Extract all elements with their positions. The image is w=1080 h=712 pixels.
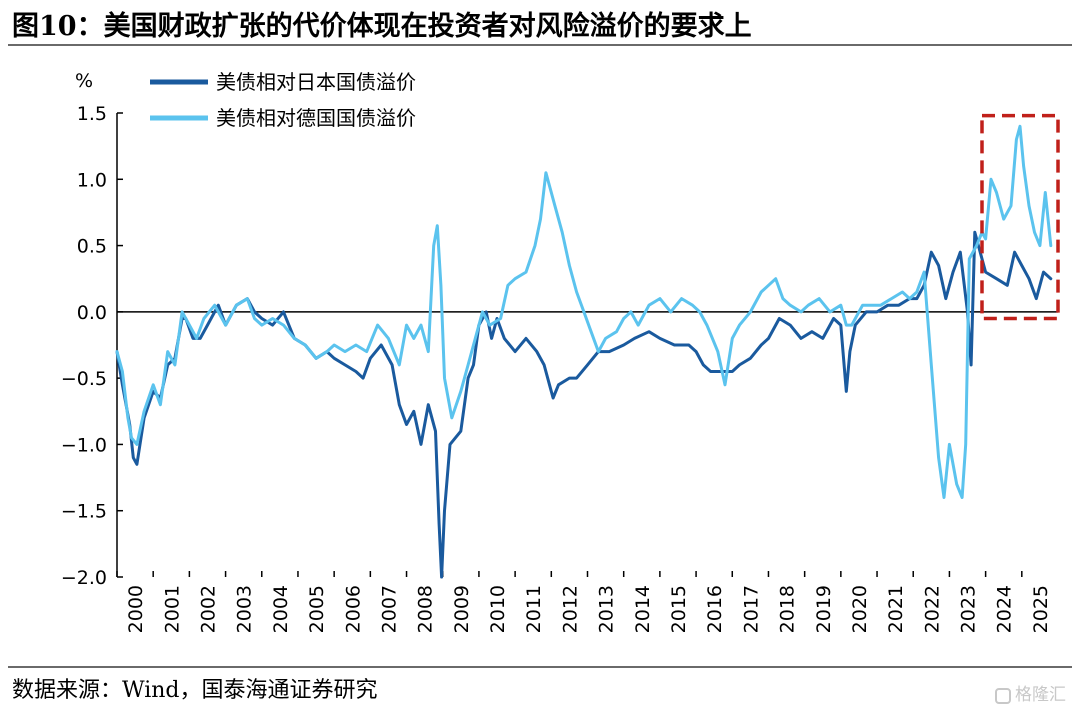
y-tick-label: 1.5 bbox=[77, 103, 107, 125]
watermark-text: 格隆汇 bbox=[1015, 685, 1066, 705]
source-divider bbox=[8, 666, 1072, 668]
y-tick-label: 0.5 bbox=[77, 236, 107, 258]
x-tick-label: 2004 bbox=[270, 585, 292, 633]
source-note: 数据来源：Wind，国泰海通证券研究 bbox=[12, 678, 378, 703]
x-tick-label: 2006 bbox=[342, 585, 364, 633]
x-tick-label: 2007 bbox=[378, 585, 400, 633]
series-line-1 bbox=[115, 230, 1053, 579]
x-tick-label: 2019 bbox=[813, 585, 835, 633]
x-tick-label: 2020 bbox=[849, 585, 871, 633]
title-divider bbox=[8, 44, 1072, 46]
x-tick-label: 2021 bbox=[885, 585, 907, 633]
x-tick-label: 2017 bbox=[740, 585, 762, 633]
y-axis: 1.5 1.0 0.5 0.0 −0.5 −1.0 −1.5 −2.0% bbox=[61, 70, 1058, 589]
x-tick-label: 2015 bbox=[668, 585, 690, 633]
x-tick-label: 2003 bbox=[234, 585, 256, 633]
line-chart: 1.51.00.50.0−0.5−1.0−1.5−2.0% 2000 2001 20… bbox=[61, 70, 1060, 633]
y-axis-unit-label: % bbox=[75, 70, 93, 92]
series-lines bbox=[115, 124, 1053, 579]
x-tick-label: 2024 bbox=[994, 585, 1016, 633]
x-tick-label: 2001 bbox=[161, 585, 183, 633]
figure-title: 图10：美国财政扩张的代价体现在投资者对风险溢价的要求上 bbox=[12, 11, 752, 42]
y-tick-label: 1.0 bbox=[77, 169, 107, 191]
x-tick-label: 2014 bbox=[632, 585, 654, 633]
y-tick-label: −1.5 bbox=[61, 501, 107, 523]
watermark: 格隆汇 bbox=[995, 680, 1066, 705]
x-tick-label: 2025 bbox=[1030, 585, 1052, 633]
x-axis: 2000 2001 2002 2003 2004 2005 2006 2007 2008 2009… bbox=[116, 571, 1052, 633]
x-tick-label: 2000 bbox=[125, 585, 147, 633]
x-tick-label: 2012 bbox=[559, 585, 581, 633]
x-tick-label: 2005 bbox=[306, 585, 328, 633]
x-tick-label: 2009 bbox=[451, 585, 473, 633]
x-tick-label: 2008 bbox=[415, 585, 437, 633]
y-tick-label: 0.0 bbox=[77, 302, 107, 324]
x-tick-label: 2023 bbox=[958, 585, 980, 633]
y-tick-label: −0.5 bbox=[61, 368, 107, 390]
x-tick-label: 2013 bbox=[596, 585, 618, 633]
watermark-logo-icon bbox=[995, 688, 1011, 704]
y-tick-label: −2.0 bbox=[61, 567, 107, 589]
x-tick-label: 2018 bbox=[777, 585, 799, 633]
x-tick-label: 2022 bbox=[921, 585, 943, 633]
legend-label-2: 美债相对德国国债溢价 bbox=[216, 106, 416, 130]
x-tick-label: 2002 bbox=[197, 585, 219, 633]
x-tick-label: 2011 bbox=[523, 585, 545, 633]
x-tick-label: 2010 bbox=[487, 585, 509, 633]
series-line-2 bbox=[115, 124, 1053, 499]
legend-label-1: 美债相对日本国债溢价 bbox=[216, 70, 416, 94]
x-tick-label: 2016 bbox=[704, 585, 726, 633]
y-tick-label: −1.0 bbox=[61, 434, 107, 456]
